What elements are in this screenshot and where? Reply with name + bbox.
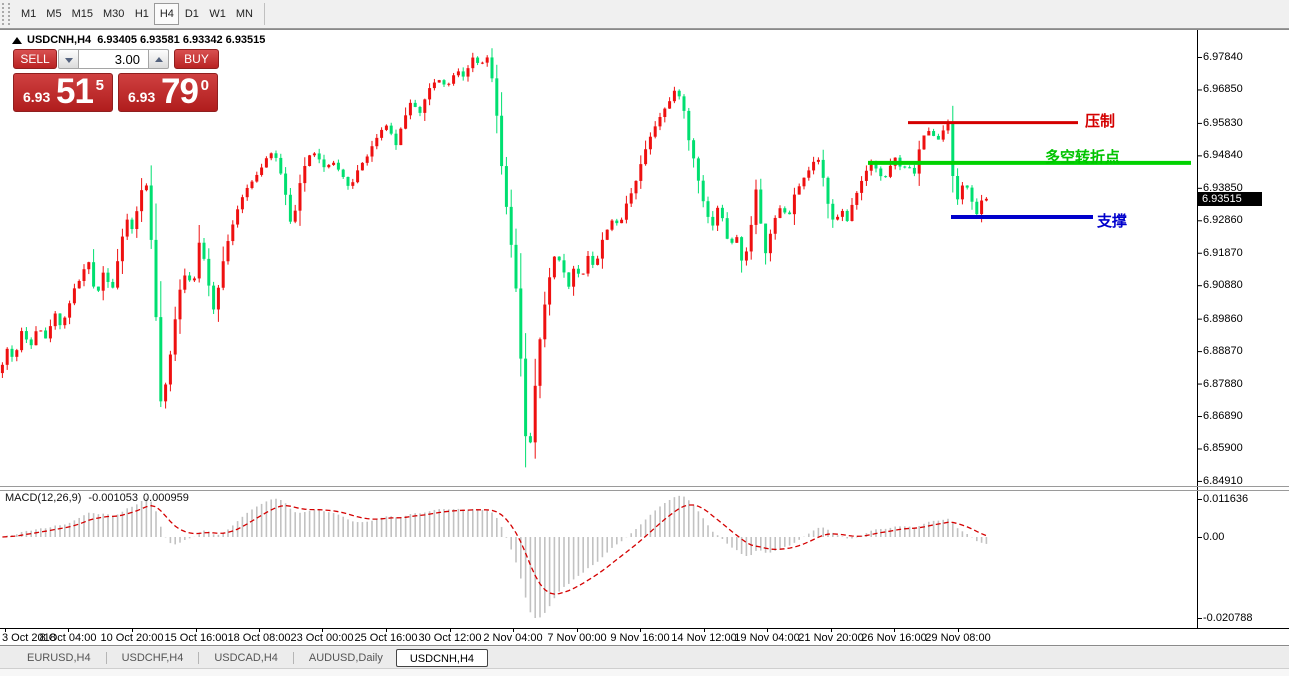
volume-decrease-button[interactable]: [58, 49, 79, 69]
sell-price-display[interactable]: 6.93 51 5: [13, 73, 113, 112]
sell-button[interactable]: SELL: [13, 49, 57, 69]
time-tick-label: 10 Oct 20:00: [100, 632, 164, 644]
chevron-up-icon: [155, 57, 163, 62]
tab-EURUSD-H4[interactable]: EURUSD,H4: [27, 651, 91, 664]
sell-price-point: 5: [95, 77, 104, 94]
macd-tick-label: 0.00: [1203, 531, 1225, 543]
price-tick-label: 6.91870: [1203, 246, 1243, 259]
one-click-trade-panel: SELL BUY 6.93 51 5 6.93 79 0: [13, 49, 219, 112]
time-tick-label: 3 Oct 2018: [2, 632, 56, 644]
status-strip: [0, 668, 1289, 676]
time-tick-label: 18 Oct 08:00: [227, 632, 291, 644]
support-annotation-label: 支撑: [1097, 213, 1128, 230]
macd-histogram-group: [6, 495, 988, 618]
timeframe-button-H4[interactable]: H4: [154, 3, 180, 25]
tab-USDCNH-H4[interactable]: USDCNH,H4: [395, 648, 489, 667]
buy-price-prefix: 6.93: [128, 89, 156, 105]
buy-button[interactable]: BUY: [174, 49, 219, 69]
symbol-info: USDCNH,H4 6.93405 6.93581 6.93342 6.93515: [12, 34, 265, 46]
time-tick-label: 26 Nov 16:00: [861, 632, 927, 644]
tab-AUDUSD-Daily[interactable]: AUDUSD,Daily: [308, 651, 383, 664]
time-tick-label: 14 Nov 12:00: [671, 632, 737, 644]
time-tick-label: 7 Nov 00:00: [547, 632, 607, 644]
toolbar-separator: [263, 3, 265, 25]
symbol-title: USDCNH,H4: [27, 34, 92, 46]
resistance-annotation-label: 压制: [1085, 113, 1116, 130]
time-tick-label: 29 Nov 08:00: [925, 632, 991, 644]
chart-window: USDCNH,H4 6.93405 6.93581 6.93342 6.93515…: [0, 29, 1289, 646]
time-tick-label: 19 Nov 04:00: [734, 632, 800, 644]
time-tick-label: 15 Oct 16:00: [164, 632, 228, 644]
timeframe-button-M1[interactable]: M1: [21, 8, 37, 20]
collapse-triangle-icon[interactable]: [12, 36, 22, 44]
price-tick-label: 6.88870: [1203, 345, 1243, 358]
time-tick-label: 30 Oct 12:00: [418, 632, 482, 644]
macd-signal-line: [2, 504, 987, 595]
timeframe-toolbar: M1 M5 M15 M30 H1 H4 D1 W1 MN: [0, 0, 1289, 29]
price-tick-label: 6.97840: [1203, 51, 1243, 63]
current-price-badge: 6.93515: [1198, 192, 1262, 206]
macd-indicator-header: MACD(12,26,9) -0.001053 0.000959: [5, 492, 189, 504]
timeframe-button-M15[interactable]: M15: [71, 8, 93, 20]
volume-input[interactable]: [79, 49, 148, 69]
pivot-annotation-label: 多空转折点: [1045, 149, 1121, 166]
chart-tab-bar: EURUSD,H4 USDCHF,H4 USDCAD,H4 AUDUSD,Daily U…: [0, 647, 1289, 668]
tab-separator: [292, 651, 294, 664]
timeframe-button-D1[interactable]: D1: [184, 8, 199, 20]
tab-separator: [105, 651, 107, 664]
tab-USDCHF-H4[interactable]: USDCHF,H4: [121, 651, 184, 664]
symbol-ohlc-values: 6.93405 6.93581 6.93342 6.93515: [97, 34, 266, 46]
time-tick-label: 21 Nov 20:00: [798, 632, 864, 644]
time-tick-label: 25 Oct 16:00: [354, 632, 418, 644]
macd-name: MACD(12,26,9): [5, 492, 82, 504]
toolbar-grip-icon[interactable]: [2, 3, 10, 25]
price-tick-label: 6.94840: [1203, 149, 1243, 162]
price-tick-label: 6.84910: [1203, 474, 1243, 487]
candles-group: [0, 48, 988, 468]
time-tick-label: 2 Nov 04:00: [483, 632, 543, 644]
time-tick-label: 9 Nov 16:00: [610, 632, 670, 644]
macd-main-value: -0.001053: [88, 492, 138, 504]
timeframe-button-H1[interactable]: H1: [134, 8, 149, 20]
price-tick-label: 6.85900: [1203, 442, 1243, 455]
sell-price-pips: 51: [56, 73, 94, 111]
candlestick-chart[interactable]: [0, 30, 1289, 647]
timeframe-buttons: M1 M5 M15 M30 H1 H4 D1 W1 MN: [16, 3, 271, 25]
chevron-down-icon: [65, 58, 73, 63]
macd-signal-value: 0.000959: [142, 492, 189, 504]
time-tick-label: 8 Oct 04:00: [39, 632, 97, 644]
tab-separator: [198, 651, 200, 664]
timeframe-button-M30[interactable]: M30: [102, 8, 125, 20]
price-tick-label: 6.95830: [1203, 116, 1243, 129]
timeframe-button-W1[interactable]: W1: [209, 8, 226, 20]
time-tick-label: 23 Oct 00:00: [290, 632, 354, 644]
price-tick-label: 6.90880: [1203, 279, 1243, 292]
timeframe-button-M5[interactable]: M5: [46, 8, 62, 20]
buy-price-pips: 79: [161, 73, 199, 111]
volume-increase-button[interactable]: [148, 49, 169, 69]
trade-panel-row: SELL BUY: [13, 49, 219, 69]
price-tick-label: 6.86890: [1203, 410, 1243, 423]
price-tick-label: 6.92860: [1203, 214, 1243, 227]
price-tick-label: 6.89860: [1203, 312, 1243, 325]
price-tick-label: 6.96850: [1203, 83, 1243, 96]
buy-price-point: 0: [200, 77, 209, 94]
macd-tick-label: -0.020788: [1203, 612, 1253, 624]
tab-USDCAD-H4[interactable]: USDCAD,H4: [214, 651, 278, 664]
timeframe-button-MN[interactable]: MN: [235, 8, 253, 20]
sell-price-prefix: 6.93: [23, 89, 51, 105]
macd-tick-label: 0.011636: [1203, 493, 1249, 505]
buy-price-display[interactable]: 6.93 79 0: [118, 73, 218, 112]
price-tick-label: 6.87880: [1203, 377, 1243, 390]
price-tick-label: 6.93850: [1203, 181, 1243, 194]
